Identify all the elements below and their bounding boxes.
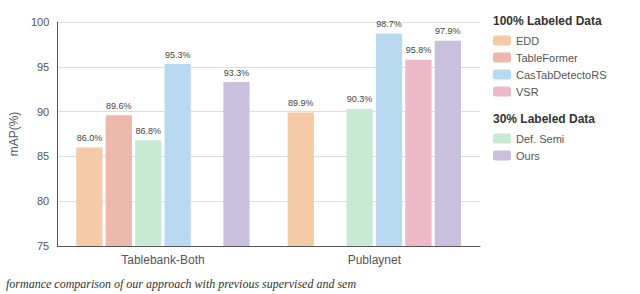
svg-text:80: 80 bbox=[37, 195, 49, 207]
svg-text:VSR: VSR bbox=[516, 86, 539, 98]
svg-text:98.7%: 98.7% bbox=[376, 19, 402, 29]
svg-text:30% Labeled Data: 30% Labeled Data bbox=[493, 112, 595, 126]
svg-text:86.8%: 86.8% bbox=[135, 126, 161, 136]
svg-text:86.0%: 86.0% bbox=[77, 133, 103, 143]
svg-text:95.3%: 95.3% bbox=[165, 50, 191, 60]
svg-text:CasTabDetectoRS: CasTabDetectoRS bbox=[516, 69, 607, 81]
svg-text:100% Labeled Data: 100% Labeled Data bbox=[493, 14, 602, 28]
svg-text:75: 75 bbox=[37, 240, 49, 252]
svg-text:100: 100 bbox=[31, 16, 49, 28]
svg-text:93.3%: 93.3% bbox=[224, 68, 250, 78]
svg-text:89.9%: 89.9% bbox=[288, 98, 314, 108]
svg-text:95: 95 bbox=[37, 61, 49, 73]
svg-text:Publaynet: Publaynet bbox=[348, 253, 402, 267]
svg-text:Def. Semi: Def. Semi bbox=[516, 133, 564, 145]
svg-text:95.8%: 95.8% bbox=[406, 45, 432, 55]
svg-text:Tablebank-Both: Tablebank-Both bbox=[121, 253, 204, 267]
svg-text:Ours: Ours bbox=[516, 150, 540, 162]
svg-text:89.6%: 89.6% bbox=[106, 101, 132, 111]
svg-text:formance comparison of our app: formance comparison of our approach with… bbox=[6, 277, 356, 291]
svg-text:mAP(%): mAP(%) bbox=[7, 112, 21, 157]
svg-text:EDD: EDD bbox=[516, 35, 539, 47]
svg-text:90: 90 bbox=[37, 106, 49, 118]
svg-text:85: 85 bbox=[37, 150, 49, 162]
svg-text:97.9%: 97.9% bbox=[435, 26, 461, 36]
svg-text:TableFormer: TableFormer bbox=[516, 52, 578, 64]
svg-text:90.3%: 90.3% bbox=[347, 94, 373, 104]
